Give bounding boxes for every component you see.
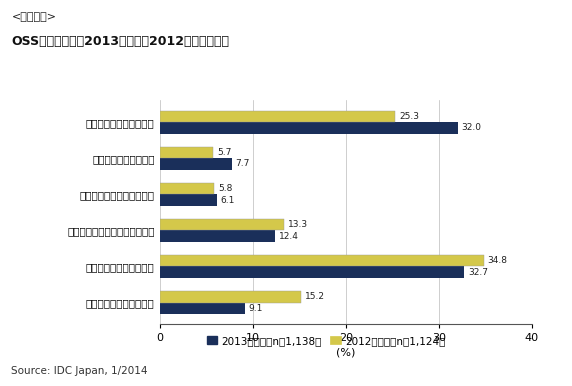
Bar — [160, 110, 395, 122]
Text: 13.3: 13.3 — [288, 220, 308, 229]
Text: 6.1: 6.1 — [221, 196, 235, 205]
Text: 5.7: 5.7 — [217, 148, 231, 157]
Bar — [160, 122, 458, 134]
Text: 12.4: 12.4 — [279, 232, 299, 240]
Text: Source: IDC Japan, 1/2014: Source: IDC Japan, 1/2014 — [11, 366, 148, 376]
X-axis label: (%): (%) — [336, 347, 356, 357]
Text: 5.8: 5.8 — [218, 184, 232, 193]
Bar — [160, 230, 276, 242]
Bar — [160, 266, 464, 278]
Bar — [160, 147, 213, 158]
Text: <参考資料>: <参考資料> — [11, 12, 57, 22]
Bar — [160, 194, 217, 206]
Text: 15.2: 15.2 — [305, 292, 325, 301]
Text: OSSの導入状況：2013年調査と2012年調査の比較: OSSの導入状況：2013年調査と2012年調査の比較 — [11, 35, 229, 48]
Bar — [160, 291, 301, 303]
Text: 25.3: 25.3 — [399, 112, 419, 121]
Text: 32.7: 32.7 — [468, 268, 488, 277]
Bar — [160, 255, 483, 266]
Text: 34.8: 34.8 — [487, 256, 507, 265]
Text: 7.7: 7.7 — [236, 159, 250, 168]
Legend: 2013年調査（n＝1,138）, 2012年調査（n＝1,124）: 2013年調査（n＝1,138）, 2012年調査（n＝1,124） — [202, 332, 450, 350]
Bar — [160, 219, 284, 230]
Text: 32.0: 32.0 — [461, 124, 481, 132]
Bar — [160, 303, 245, 314]
Bar — [160, 183, 214, 194]
Text: 9.1: 9.1 — [248, 304, 263, 313]
Bar — [160, 158, 232, 170]
